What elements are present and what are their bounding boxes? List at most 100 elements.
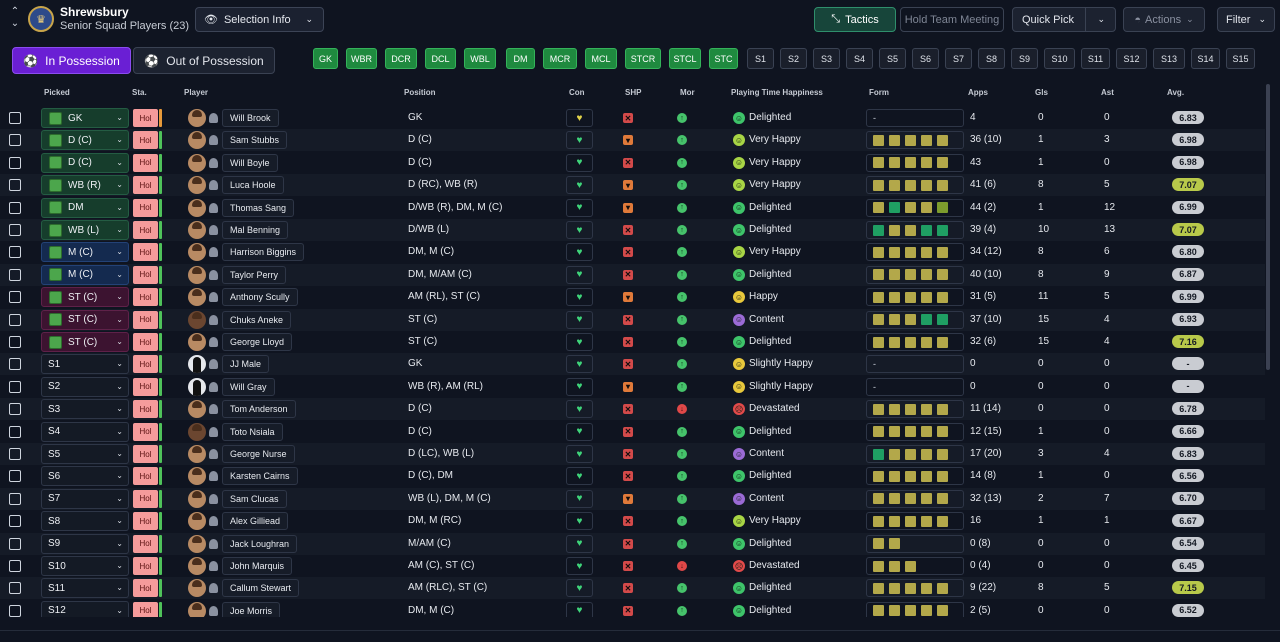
table-row[interactable]: D (C) ⌄ Hol Sam Stubbs D (C) ♥ ▾ ↑ ☺ Very Happy 36… [0, 129, 1265, 152]
player-name[interactable]: Tom Anderson [222, 400, 296, 419]
picked-position-dropdown[interactable]: GK ⌄ [41, 108, 129, 128]
table-row[interactable]: ST (C) ⌄ Hol Anthony Scully AM (RL), ST (C) ♥… [0, 286, 1265, 308]
row-checkbox[interactable] [9, 156, 21, 169]
player-profile-icon[interactable] [209, 381, 218, 392]
table-row[interactable]: ST (C) ⌄ Hol George Lloyd ST (C) ♥ ✕ ↑ ☺ Delighte… [0, 331, 1265, 353]
position-chip-stcr[interactable]: STCR [625, 48, 661, 69]
player-name[interactable]: Jack Loughran [222, 534, 298, 553]
player-profile-icon[interactable] [209, 449, 218, 459]
player-profile-icon[interactable] [209, 247, 218, 258]
row-checkbox[interactable] [9, 448, 21, 460]
picked-position-dropdown[interactable]: S1 ⌄ [41, 354, 129, 375]
row-checkbox[interactable] [9, 403, 21, 416]
table-row[interactable]: S12 ⌄ Hol Joe Morris DM, M (C) ♥ ✕ ↑ ☺ Delighted 2… [0, 600, 1265, 617]
position-chip-dcr[interactable]: DCR [385, 48, 417, 69]
row-checkbox[interactable] [9, 246, 21, 259]
player-profile-icon[interactable] [209, 538, 218, 549]
table-row[interactable]: WB (L) ⌄ Hol Mal Benning D/WB (L) ♥ ✕ ↑ ☺ Delight… [0, 219, 1265, 241]
position-chip-s1[interactable]: S1 [747, 48, 774, 69]
table-row[interactable]: S11 ⌄ Hol Callum Stewart AM (RLC), ST (C) ♥ ✕ ↑… [0, 577, 1265, 600]
table-row[interactable]: S6 ⌄ Hol Karsten Cairns D (C), DM ♥ ✕ ↑ ☺ Delight… [0, 465, 1265, 487]
position-chip-stc[interactable]: STC [709, 48, 738, 69]
player-name[interactable]: Callum Stewart [222, 579, 300, 598]
player-name[interactable]: Toto Nsiala [222, 422, 283, 441]
player-profile-icon[interactable] [209, 135, 218, 146]
status-badge[interactable]: Hol [133, 579, 158, 598]
player-profile-icon[interactable] [209, 292, 218, 303]
position-chip-s5[interactable]: S5 [879, 48, 906, 69]
picked-position-dropdown[interactable]: S8 ⌄ [41, 511, 129, 532]
row-checkbox[interactable] [9, 313, 21, 326]
picked-position-dropdown[interactable]: S6 ⌄ [41, 466, 129, 487]
col-ast[interactable]: Ast [1101, 88, 1114, 97]
player-name[interactable]: Karsten Cairns [222, 467, 298, 486]
col-avg[interactable]: Avg. [1167, 88, 1185, 97]
table-row[interactable]: D (C) ⌄ Hol Will Boyle D (C) ♥ ✕ ↑ ☺ Very Happy 43… [0, 152, 1265, 174]
player-name[interactable]: Anthony Scully [222, 288, 298, 307]
position-chip-stcl[interactable]: STCL [669, 48, 701, 69]
position-chip-s13[interactable]: S13 [1153, 48, 1185, 69]
status-badge[interactable]: Hol [133, 198, 158, 217]
player-profile-icon[interactable] [209, 426, 218, 437]
col-player[interactable]: Player [184, 88, 209, 97]
player-name[interactable]: JJ Male [222, 355, 270, 374]
player-profile-icon[interactable] [209, 605, 218, 616]
row-checkbox[interactable] [9, 492, 21, 505]
tab-in-possession[interactable]: ⚽ In Possession [12, 47, 131, 74]
table-row[interactable]: ST (C) ⌄ Hol Chuks Aneke ST (C) ♥ ✕ ↑ ☺ Content 37… [0, 308, 1265, 331]
picked-position-dropdown[interactable]: S4 ⌄ [41, 421, 129, 442]
position-chip-dcl[interactable]: DCL [425, 48, 456, 69]
col-position[interactable]: Position [404, 88, 436, 97]
position-chip-mcr[interactable]: MCR [543, 48, 577, 69]
status-badge[interactable]: Hol [133, 377, 158, 396]
player-name[interactable]: Sam Clucas [222, 489, 287, 508]
status-badge[interactable]: Hol [133, 512, 158, 531]
col-picked[interactable]: Picked [44, 88, 70, 97]
status-badge[interactable]: Hol [133, 221, 158, 239]
picked-position-dropdown[interactable]: M (C) ⌄ [41, 242, 129, 263]
player-profile-icon[interactable] [209, 516, 218, 527]
col-sta[interactable]: Sta. [132, 88, 147, 97]
player-profile-icon[interactable] [209, 337, 218, 347]
col-mor[interactable]: Mor [680, 88, 695, 97]
position-chip-s12[interactable]: S12 [1116, 48, 1147, 69]
player-profile-icon[interactable] [209, 493, 218, 504]
player-name[interactable]: Joe Morris [222, 601, 281, 617]
picked-position-dropdown[interactable]: S2 ⌄ [41, 376, 129, 397]
table-row[interactable]: DM ⌄ Hol Thomas Sang D/WB (R), DM, M (C) ♥ ▾ ↑ ☺… [0, 197, 1265, 219]
col-playing-time-happiness[interactable]: Playing Time Happiness [731, 88, 823, 97]
position-chip-s3[interactable]: S3 [813, 48, 840, 69]
position-chip-s8[interactable]: S8 [978, 48, 1005, 69]
row-checkbox[interactable] [9, 515, 21, 528]
position-chip-s14[interactable]: S14 [1191, 48, 1220, 69]
row-checkbox[interactable] [9, 112, 21, 124]
picked-position-dropdown[interactable]: D (C) ⌄ [41, 130, 129, 151]
table-row[interactable]: S3 ⌄ Hol Tom Anderson D (C) ♥ ✕ ↓ ☹ Devastated 11 … [0, 398, 1265, 421]
position-chip-s11[interactable]: S11 [1081, 48, 1110, 69]
position-chip-wbl[interactable]: WBL [464, 48, 496, 69]
player-profile-icon[interactable] [209, 359, 218, 370]
player-name[interactable]: Will Gray [222, 377, 275, 396]
chevron-down-icon[interactable]: ⌄ [1097, 14, 1105, 24]
row-checkbox[interactable] [9, 470, 21, 483]
table-row[interactable]: M (C) ⌄ Hol Taylor Perry DM, M/AM (C) ♥ ✕ ↑ ☺ Del… [0, 263, 1265, 286]
row-checkbox[interactable] [9, 582, 21, 595]
table-row[interactable]: S2 ⌄ Hol Will Gray WB (R), AM (RL) ♥ ▾ ↑ ☺ Slight… [0, 376, 1265, 398]
position-chip-wbr[interactable]: WBR [346, 48, 377, 69]
table-row[interactable]: WB (R) ⌄ Hol Luca Hoole D (RC), WB (R) ♥ ▾ ↑ ☺ Ve… [0, 174, 1265, 197]
player-name[interactable]: Taylor Perry [222, 265, 287, 284]
player-name[interactable]: Thomas Sang [222, 198, 295, 217]
picked-position-dropdown[interactable]: S10 ⌄ [41, 556, 129, 576]
table-row[interactable]: M (C) ⌄ Hol Harrison Biggins DM, M (C) ♥ ✕ ↑ ☺ Ve… [0, 241, 1265, 263]
table-row[interactable]: GK ⌄ Hol Will Brook GK ♥ ✕ ↑ ☺ Delighted - 4 0 0 6.83 [0, 107, 1265, 129]
player-name[interactable]: George Nurse [222, 445, 295, 463]
row-checkbox[interactable] [9, 358, 21, 371]
player-profile-icon[interactable] [209, 157, 218, 168]
picked-position-dropdown[interactable]: ST (C) ⌄ [41, 332, 129, 352]
picked-position-dropdown[interactable]: M (C) ⌄ [41, 264, 129, 285]
status-badge[interactable]: Hol [133, 265, 158, 284]
player-name[interactable]: Mal Benning [222, 221, 289, 239]
picked-position-dropdown[interactable]: S7 ⌄ [41, 488, 129, 509]
player-name[interactable]: Harrison Biggins [222, 243, 305, 262]
position-chip-s4[interactable]: S4 [846, 48, 873, 69]
